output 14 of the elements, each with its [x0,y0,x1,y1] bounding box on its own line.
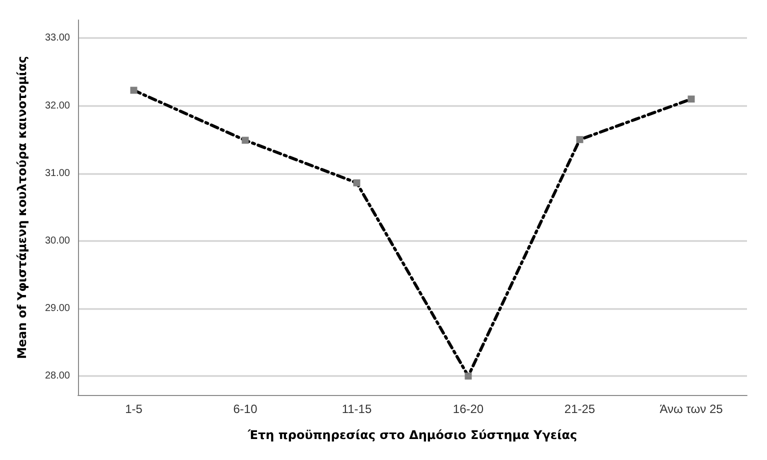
x-tick-label: 16-20 [452,402,484,416]
x-tick-label: 1-5 [125,402,143,416]
x-tick-label: Άνω των 25 [660,402,724,416]
x-tick-label: 21-25 [564,402,596,416]
y-tick-label: 29.00 [44,303,70,314]
y-axis-title: Mean of Υφιστάμενη κουλτούρα καινοτομίας [15,56,29,360]
x-axis-title: Έτη προϋπηρεσίας στο Δημόσιο Σύστημα Υγείας [246,428,578,442]
x-tick-label: 6-10 [233,402,258,416]
y-tick-label: 31.00 [44,168,70,179]
x-tick-label: 11-15 [342,402,372,416]
y-tick-label: 30.00 [44,235,70,246]
y-tick-label: 28.00 [44,370,70,382]
y-tick-label: 33.00 [44,32,70,44]
y-tick-label: 32.00 [44,100,70,112]
